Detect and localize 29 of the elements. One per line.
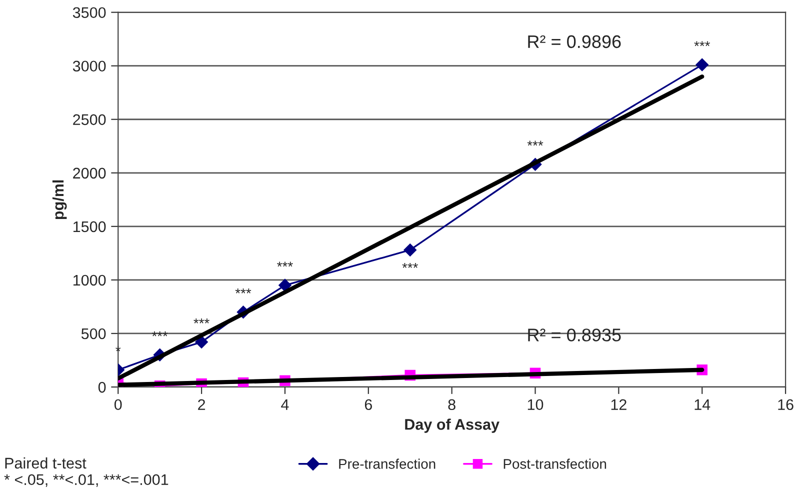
y-tick-label: 3000: [72, 60, 106, 72]
x-tick-label: 6: [364, 399, 372, 410]
text: Paired t-test * <.05, **<.01, ***<=.001: [4, 457, 168, 487]
annotation: ***: [694, 41, 710, 46]
y-tick-label: 2500: [73, 114, 106, 126]
y-tick-label: 500: [81, 328, 106, 340]
y-tick-label: 3500: [72, 7, 106, 18]
annotation: ***: [194, 318, 210, 324]
annotation: R² = 0.9896: [528, 35, 621, 48]
x-tick-label: 0: [114, 399, 122, 410]
x-tick-label: 16: [778, 399, 794, 410]
x-axis-title: Day of Assay: [405, 418, 500, 433]
x-tick-label: 12: [611, 399, 626, 410]
y-tick-label: 1500: [73, 221, 106, 232]
x-tick-label: 2: [198, 399, 206, 410]
y-tick-label: 2000: [73, 168, 106, 179]
y-tick-label: 1000: [73, 274, 106, 286]
x-tick-label: 10: [528, 399, 544, 410]
y-tick-label: 0: [98, 382, 106, 393]
legend-label: Post-transfection: [504, 458, 606, 469]
x-tick-label: 8: [448, 399, 456, 410]
annotation: ***: [402, 262, 418, 268]
legend-label: Pre-transfection: [339, 458, 436, 469]
annotation: ***: [277, 262, 293, 267]
annotation: ***: [235, 288, 252, 294]
annotation: ***: [527, 140, 544, 146]
x-tick-label: 14: [694, 399, 710, 410]
x-tick-label: 4: [281, 399, 289, 410]
y-axis-title: pg/ml: [52, 180, 67, 220]
